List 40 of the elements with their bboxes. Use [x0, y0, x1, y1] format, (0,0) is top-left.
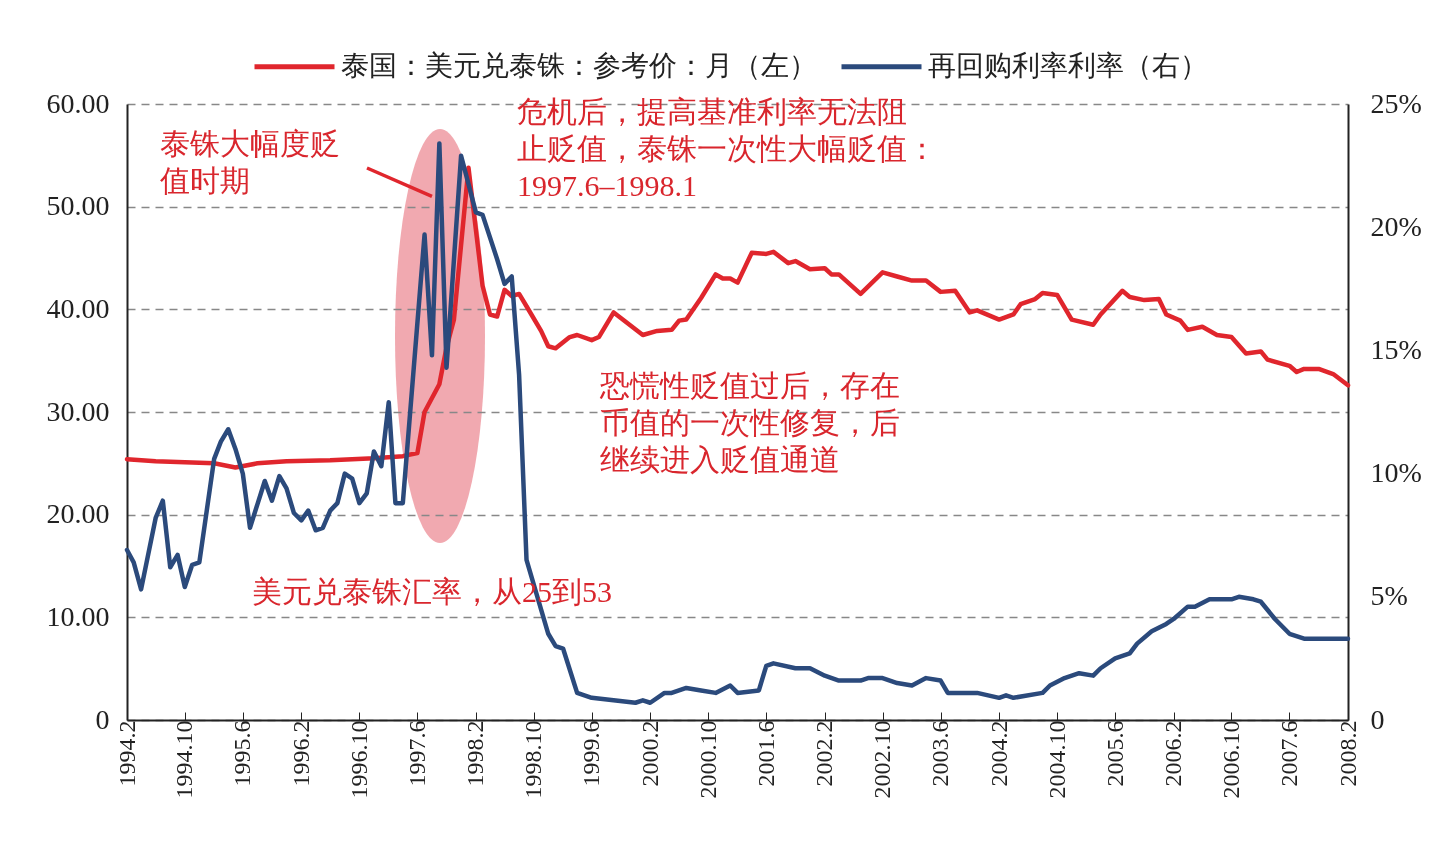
- x-tick-label: 1995.6: [229, 720, 256, 787]
- legend-label: 泰国：美元兑泰铢：参考价：月（左）: [341, 49, 817, 81]
- x-tick-label: 1994.10: [171, 720, 198, 799]
- x-tick-label: 2008.2: [1334, 720, 1361, 787]
- x-tick-label: 2002.2: [811, 720, 838, 787]
- x-tick-label: 1997.6: [403, 720, 430, 787]
- x-tick-label: 1996.10: [345, 720, 372, 799]
- x-tick-label: 1999.6: [578, 720, 605, 787]
- x-tick-label: 2007.6: [1275, 720, 1302, 787]
- x-tick-label: 2006.2: [1160, 720, 1187, 787]
- y2-tick-label: 10%: [1370, 457, 1422, 489]
- y-tick-label: 50.00: [46, 190, 110, 222]
- x-tick-label: 1996.2: [287, 720, 314, 787]
- y-tick-label: 30.00: [46, 395, 110, 427]
- y-tick-label: 40.00: [46, 292, 110, 324]
- annotation: 泰铢大幅度贬值时期: [160, 127, 340, 197]
- x-tick-label: 2001.6: [752, 720, 779, 787]
- y2-tick-label: 5%: [1370, 580, 1408, 612]
- x-tick-label: 1998.2: [462, 720, 489, 787]
- x-tick-label: 2000.10: [694, 720, 721, 799]
- y-tick-label: 10.00: [46, 600, 110, 632]
- x-tick-label: 2004.10: [1043, 720, 1070, 799]
- legend-label: 再回购利率利率（右）: [928, 49, 1208, 81]
- x-tick-label: 2006.10: [1217, 720, 1244, 799]
- x-tick-label: 2005.6: [1101, 720, 1128, 787]
- x-tick-label: 2004.2: [985, 720, 1012, 787]
- y-tick-label: 0: [95, 703, 110, 735]
- x-tick-label: 1994.2: [113, 720, 140, 787]
- x-tick-label: 2000.2: [636, 720, 663, 787]
- y-tick-label: 60.00: [46, 87, 110, 119]
- annotation: 危机后，提高基准利率无法阻止贬值，泰铢一次性大幅贬值：1997.6–1998.1: [517, 95, 937, 202]
- y2-tick-label: 0: [1370, 703, 1385, 735]
- x-tick-label: 1998.10: [520, 720, 547, 799]
- y-tick-label: 20.00: [46, 498, 110, 530]
- annotation: 恐慌性贬值过后，存在币值的一次性修复，后继续进入贬值通道: [599, 369, 900, 476]
- y2-tick-label: 20%: [1370, 210, 1422, 242]
- y2-tick-label: 25%: [1370, 87, 1422, 119]
- x-tick-label: 2003.6: [927, 720, 954, 787]
- y2-tick-label: 15%: [1370, 333, 1422, 365]
- x-tick-label: 2002.10: [869, 720, 896, 799]
